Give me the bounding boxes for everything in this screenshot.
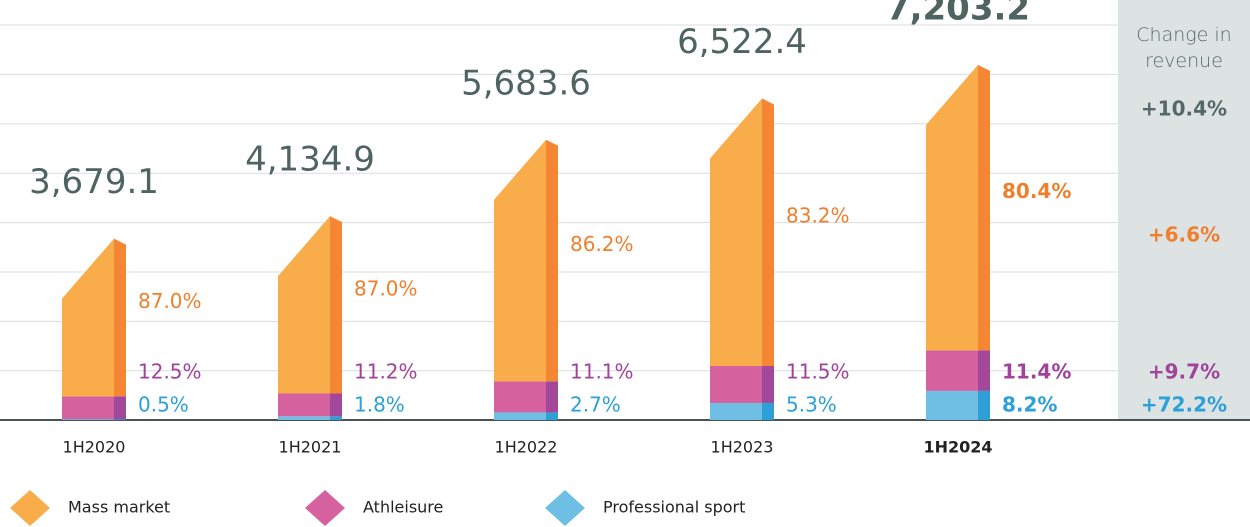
bar-side xyxy=(330,216,342,394)
value-label: 8.2% xyxy=(1002,393,1057,417)
bar-segment xyxy=(62,238,114,397)
value-label: 83.2% xyxy=(786,204,850,228)
x-tick-label: 1H2022 xyxy=(495,438,558,457)
value-label: 11.4% xyxy=(1002,360,1071,384)
value-label: 87.0% xyxy=(138,289,202,313)
x-tick-label: 1H2021 xyxy=(279,438,342,457)
bar-side xyxy=(546,412,558,420)
change-panel xyxy=(1118,0,1250,420)
legend-swatch xyxy=(545,490,585,526)
bar-segment xyxy=(710,402,762,420)
legend-swatch xyxy=(10,490,50,526)
legend-label: Athleisure xyxy=(363,498,443,517)
value-label: 2.7% xyxy=(570,393,621,417)
x-tick-label: 1H2023 xyxy=(711,438,774,457)
bar-segment xyxy=(278,216,330,394)
bar-side xyxy=(546,381,558,413)
change-title: Change in revenue xyxy=(1136,24,1232,72)
x-tick-label: 1H2024 xyxy=(923,438,992,457)
bar-side xyxy=(114,419,126,420)
value-label: 11.1% xyxy=(570,360,634,384)
value-label: 12.5% xyxy=(138,360,202,384)
bar-side xyxy=(330,393,342,417)
total-label: 7,203.2 xyxy=(886,0,1030,28)
value-label: 80.4% xyxy=(1002,179,1071,203)
value-label: 11.5% xyxy=(786,360,850,384)
total-label: 5,683.6 xyxy=(461,63,591,103)
value-label: 87.0% xyxy=(354,276,418,300)
bar-segment xyxy=(278,416,330,420)
bar-side xyxy=(330,416,342,420)
bar-side xyxy=(762,98,774,366)
bar-segment xyxy=(710,98,762,366)
bar-segment xyxy=(494,139,546,382)
value-label: 0.5% xyxy=(138,393,189,417)
bar-side xyxy=(114,238,126,397)
bar-segment xyxy=(494,381,546,413)
bar-side xyxy=(546,139,558,382)
change-label: +9.7% xyxy=(1148,360,1220,384)
bar-segment xyxy=(494,412,546,420)
bar-segment xyxy=(62,396,114,420)
bar-segment xyxy=(62,419,114,420)
bar-segment xyxy=(710,365,762,403)
bar-segment xyxy=(926,64,978,351)
value-label: 5.3% xyxy=(786,393,837,417)
change-total: +10.4% xyxy=(1141,97,1227,121)
change-label: +6.6% xyxy=(1148,223,1220,247)
value-label: 86.2% xyxy=(570,232,634,256)
change-label: +72.2% xyxy=(1141,393,1227,417)
legend-swatch xyxy=(305,490,345,526)
legend-label: Professional sport xyxy=(603,498,745,517)
total-label: 4,134.9 xyxy=(245,140,375,180)
value-label: 1.8% xyxy=(354,393,405,417)
bar-side xyxy=(978,350,990,391)
total-label: 6,522.4 xyxy=(677,22,807,62)
bar-side xyxy=(978,390,990,420)
value-label: 11.2% xyxy=(354,360,418,384)
bar-segment xyxy=(926,350,978,391)
bar-side xyxy=(978,64,990,351)
bar-side xyxy=(114,396,126,420)
x-tick-label: 1H2020 xyxy=(63,438,126,457)
bar-side xyxy=(762,402,774,420)
legend-label: Mass market xyxy=(68,498,170,517)
bar-segment xyxy=(278,393,330,417)
bar-segment xyxy=(926,390,978,420)
bar-side xyxy=(762,365,774,403)
total-label: 3,679.1 xyxy=(29,162,159,202)
